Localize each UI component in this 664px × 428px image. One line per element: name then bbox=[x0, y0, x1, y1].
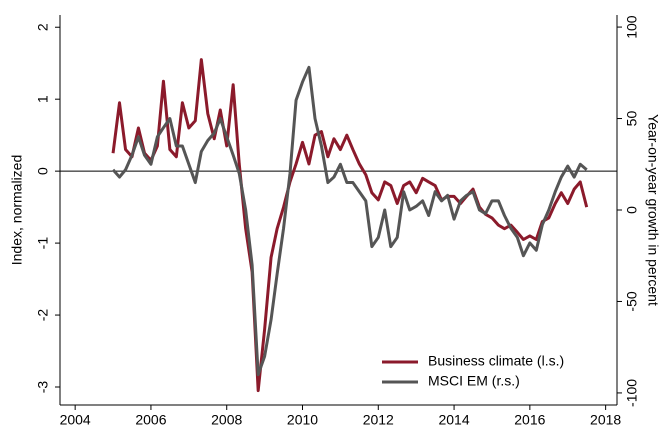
y-tick-label: -3 bbox=[35, 381, 51, 394]
legend-label: MSCI EM (r.s.) bbox=[428, 373, 520, 389]
y-tick-label: 1 bbox=[35, 95, 51, 103]
legend-label: Business climate (l.s.) bbox=[428, 353, 564, 369]
x-tick-label: 2006 bbox=[135, 412, 166, 428]
y2-tick-label: -50 bbox=[624, 291, 640, 311]
y2-tick-label: -100 bbox=[624, 379, 640, 407]
y-tick-label: -2 bbox=[35, 309, 51, 322]
y2-tick-label: 0 bbox=[624, 206, 640, 214]
y2-axis-title: Year-on-year growth in percent bbox=[645, 114, 661, 306]
x-tick-label: 2012 bbox=[363, 412, 394, 428]
x-tick-label: 2008 bbox=[211, 412, 242, 428]
series-line bbox=[111, 58, 589, 393]
y-tick-label: 2 bbox=[35, 23, 51, 31]
x-tick-label: 2018 bbox=[590, 412, 621, 428]
y-axis-title: Index, normalized bbox=[9, 155, 25, 266]
y-tick-label: 0 bbox=[35, 167, 51, 175]
x-tick-label: 2004 bbox=[60, 412, 91, 428]
series-line bbox=[111, 65, 588, 377]
y2-tick-label: 100 bbox=[624, 15, 640, 39]
y2-tick-label: 50 bbox=[624, 111, 640, 127]
x-tick-label: 2014 bbox=[438, 412, 469, 428]
y-tick-label: -1 bbox=[35, 237, 51, 250]
x-tick-label: 2016 bbox=[514, 412, 545, 428]
x-tick-label: 2010 bbox=[287, 412, 318, 428]
